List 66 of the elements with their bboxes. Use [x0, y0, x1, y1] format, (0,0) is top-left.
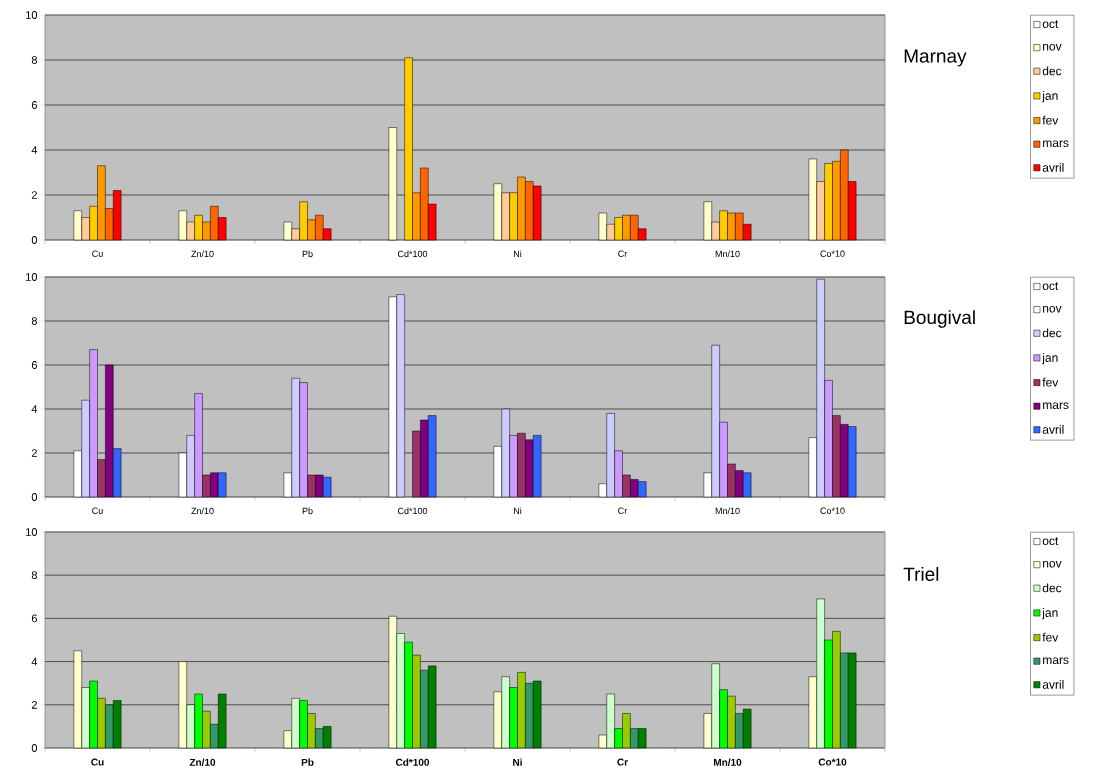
- legend-label: oct: [1042, 20, 1059, 29]
- legend-label: dec: [1042, 328, 1062, 338]
- y-tick-label: 4: [31, 405, 38, 413]
- text: Bougival: [904, 310, 975, 328]
- x-tick-label: Co*10: [820, 250, 845, 257]
- y-tick-label: 8: [31, 571, 37, 580]
- x-tick-label: Pb: [302, 507, 313, 515]
- y-tick-label: 6: [31, 101, 37, 109]
- text: Triel: [903, 567, 939, 581]
- y-tick-label: 8: [31, 317, 37, 325]
- legend-label: oct: [1042, 537, 1059, 546]
- x-tick-label: Cd*100: [397, 250, 428, 258]
- x-tick-label: Cr: [618, 507, 628, 514]
- y-tick-label: 0: [31, 493, 38, 501]
- legend-label: jan: [1041, 608, 1058, 620]
- y-tick-label: 10: [26, 11, 38, 19]
- x-tick-label: Zn/10: [189, 758, 216, 766]
- x-tick-label: Zn/10: [191, 250, 214, 258]
- legend-label: fev: [1042, 377, 1059, 387]
- legend-label: mars: [1043, 657, 1069, 665]
- legend-label: avril: [1042, 162, 1064, 172]
- legend-label: avril: [1042, 679, 1064, 689]
- x-tick-label: Co*10: [818, 758, 847, 766]
- x-tick-label: Cr: [617, 758, 628, 766]
- legend-label: fev: [1042, 115, 1059, 125]
- x-tick-label: Mn/10: [714, 758, 742, 766]
- y-tick-label: 8: [31, 56, 37, 64]
- y-tick-label: 2: [31, 449, 37, 457]
- y-tick-label: 6: [31, 614, 37, 623]
- legend-label: mars: [1043, 402, 1069, 410]
- legend-label: avril: [1042, 424, 1064, 434]
- legend-label: jan: [1041, 91, 1058, 103]
- y-tick-label: 2: [31, 700, 37, 709]
- x-tick-label: Cd*100: [397, 507, 428, 515]
- legend-label: oct: [1042, 282, 1059, 291]
- y-tick-label: 0: [31, 236, 38, 244]
- y-tick-label: 0: [31, 744, 38, 752]
- x-tick-label: Mn/10: [715, 250, 740, 258]
- legend-label: dec: [1042, 66, 1062, 76]
- x-tick-label: Zn/10: [191, 507, 214, 515]
- x-tick-label: Cd*100: [395, 758, 430, 766]
- x-tick-label: Cu: [91, 758, 104, 766]
- x-tick-label: Pb: [302, 250, 313, 258]
- x-tick-label: Ni: [513, 507, 522, 515]
- y-tick-label: 10: [26, 273, 38, 281]
- y-tick-label: 6: [31, 361, 37, 369]
- text: Marnay: [904, 49, 967, 67]
- y-tick-label: 4: [31, 657, 38, 666]
- x-tick-label: Pb: [301, 758, 314, 766]
- legend-label: nov: [1043, 43, 1062, 51]
- x-tick-label: Cu: [92, 250, 103, 257]
- x-tick-label: Mn/10: [715, 507, 740, 515]
- legend-label: nov: [1043, 305, 1062, 313]
- x-tick-label: Ni: [513, 758, 522, 766]
- x-tick-label: Ni: [513, 250, 522, 258]
- x-tick-label: Co*10: [820, 507, 845, 514]
- y-tick-label: 4: [31, 146, 38, 154]
- x-tick-label: Cu: [92, 507, 103, 514]
- legend-label: fev: [1042, 632, 1059, 642]
- y-tick-label: 2: [31, 191, 37, 199]
- legend-label: jan: [1041, 353, 1058, 365]
- y-tick-label: 10: [26, 528, 38, 536]
- legend-label: dec: [1042, 583, 1062, 593]
- legend-label: nov: [1043, 560, 1062, 568]
- legend-label: mars: [1043, 140, 1069, 148]
- x-tick-label: Cr: [618, 250, 628, 257]
